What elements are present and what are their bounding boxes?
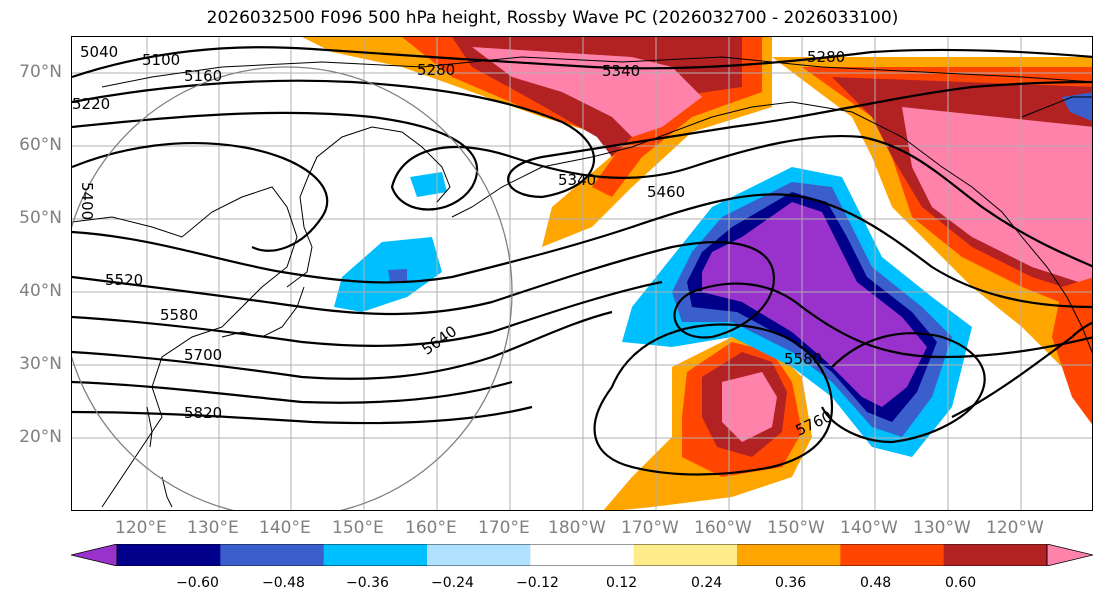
- colorbar-tick: 0.36: [775, 575, 807, 591]
- contour-label: 5100: [142, 51, 180, 69]
- lon-label: 130°W: [913, 518, 971, 538]
- lat-label: 50°N: [19, 208, 62, 228]
- colorbar-segment: [840, 544, 945, 566]
- contour-label: 5220: [72, 95, 110, 113]
- colorbar-segment: [117, 544, 221, 566]
- map-panel: 5040 5100 5160 5220 5280 5280 5340 5340 …: [71, 36, 1093, 511]
- lon-label: 150°E: [332, 518, 384, 538]
- lon-label: 160°W: [694, 518, 752, 538]
- lon-label: 140°W: [840, 518, 898, 538]
- contour-label: 5280: [417, 61, 455, 79]
- contour-label: 5040: [80, 43, 118, 61]
- colorbar-tick: −0.36: [346, 575, 389, 591]
- lon-label: 180°W: [548, 518, 606, 538]
- lon-label: 120°W: [986, 518, 1044, 538]
- contour-label: 5400: [78, 182, 96, 220]
- lon-label: 170°E: [478, 518, 530, 538]
- colorbar-segments: [71, 544, 1093, 566]
- contour-label: 5580: [784, 350, 822, 368]
- lat-label: 30°N: [19, 354, 62, 374]
- colorbar-segment: [427, 544, 531, 566]
- lat-label: 70°N: [19, 62, 62, 82]
- colorbar-extend-high: [1046, 544, 1093, 566]
- colorbar-tick: 0.48: [860, 575, 892, 591]
- colorbar-tick: −0.24: [431, 575, 474, 591]
- colorbar-segment: [737, 544, 841, 566]
- map-title: 2026032500 F096 500 hPa height, Rossby W…: [206, 8, 899, 28]
- colorbar-tick: 0.60: [945, 575, 977, 591]
- lon-label: 120°E: [115, 518, 167, 538]
- colorbar-tick: −0.60: [176, 575, 219, 591]
- colorbar-tick: 0.12: [606, 575, 638, 591]
- colorbar-segment: [943, 544, 1048, 566]
- height-contours: [72, 46, 1092, 476]
- colorbar-outline: [116, 544, 1048, 566]
- colorbar: [71, 544, 1093, 566]
- contour-label: 5640: [419, 322, 461, 359]
- contour-label: 5820: [184, 404, 222, 422]
- contour-label: 5520: [105, 271, 143, 289]
- map-plot: 5040 5100 5160 5220 5280 5280 5340 5340 …: [72, 37, 1092, 510]
- lat-label: 40°N: [19, 281, 62, 301]
- colorbar-tick: 0.24: [691, 575, 723, 591]
- colorbar-extend-low: [71, 544, 118, 566]
- reference-circle: [72, 66, 513, 510]
- contour-label: 5280: [807, 48, 845, 66]
- contour-label: 5340: [558, 171, 596, 189]
- colorbar-segment: [530, 544, 635, 566]
- colorbar-segment: [633, 544, 738, 566]
- positive-anomaly-shading: [302, 37, 1092, 510]
- lon-label: 140°E: [259, 518, 311, 538]
- contour-label: 5460: [647, 183, 685, 201]
- colorbar-tick: −0.12: [516, 575, 559, 591]
- lat-label: 20°N: [19, 427, 62, 447]
- colorbar-tick: −0.48: [262, 575, 305, 591]
- lon-label: 130°E: [187, 518, 239, 538]
- lat-label: 60°N: [19, 135, 62, 155]
- contour-label: 5160: [184, 67, 222, 85]
- colorbar-segment: [323, 544, 428, 566]
- contour-label: 5700: [184, 346, 222, 364]
- colorbar-segment: [220, 544, 325, 566]
- contour-label: 5580: [160, 306, 198, 324]
- lon-label: 170°W: [621, 518, 679, 538]
- contour-label: 5340: [602, 62, 640, 80]
- lon-label: 150°W: [767, 518, 825, 538]
- lon-label: 160°E: [405, 518, 457, 538]
